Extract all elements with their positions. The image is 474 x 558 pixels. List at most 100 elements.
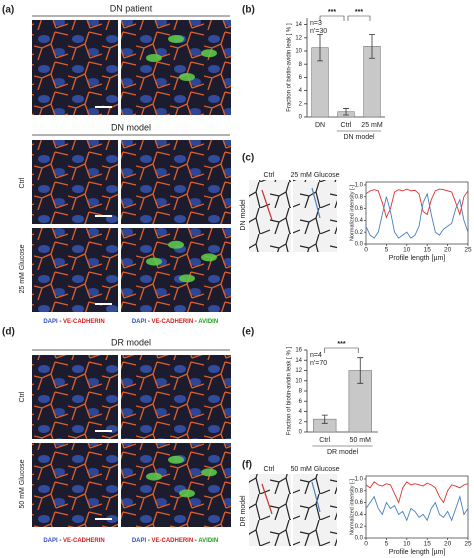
y-tick-label: 8 [299, 389, 303, 395]
stain-caption: DAPI - VE-CADHERIN - AVIDIN [132, 319, 218, 325]
y-tick-label: 0.0 [355, 536, 364, 542]
x-axis-title: Profile length [µm] [389, 255, 446, 262]
micrograph [293, 474, 337, 546]
image-label: 25 mM Glucose [290, 172, 339, 179]
panel-subtitle: DN model [111, 122, 151, 132]
micrograph [32, 20, 118, 115]
x-tick-label: 15 [424, 247, 432, 254]
avidin-signal [168, 35, 184, 43]
y-tick-label: 2 [299, 419, 303, 425]
x-tick-label: 5 [385, 541, 389, 548]
y-tick-label: 0.4 [355, 512, 364, 518]
micrograph [32, 355, 118, 439]
x-tick-label: 10 [403, 541, 411, 548]
significance-bracket [319, 15, 345, 21]
y-tick-label: 12 [295, 35, 302, 41]
y-tick-label: 10 [295, 49, 302, 55]
y-tick-label: 1.0 [355, 477, 364, 483]
micrograph [32, 228, 118, 312]
stain-caption: DAPI - VE-CADHERIN - AVIDIN [132, 538, 218, 544]
x-tick-label: 50 mM [350, 437, 372, 444]
image-label: 50 mM Glucose [290, 466, 339, 473]
avidin-signal [179, 489, 195, 498]
micrograph [249, 474, 291, 546]
y-tick-label: 0.4 [355, 218, 364, 224]
y-tick-label: 0.2 [355, 524, 364, 530]
y-axis-title: Fraction of biotin-avidin leak [ % ] [287, 23, 293, 112]
panel-label: (a) [2, 5, 14, 16]
annotation: n=4 [310, 352, 322, 359]
significance-label: *** [328, 9, 336, 16]
micrograph [121, 355, 231, 439]
group-label: DN model [343, 134, 375, 141]
x-tick-label: Ctrl [341, 122, 352, 129]
plot-frame [365, 475, 469, 539]
micrograph [121, 228, 231, 312]
y-tick-label: 10 [295, 378, 302, 384]
error-bar [343, 108, 349, 116]
stain-caption: DAPI - VE-CADHERIN [43, 319, 104, 325]
y-tick-label: 0.6 [355, 500, 364, 506]
avidin-signal [179, 274, 195, 283]
avidin-signal [146, 54, 162, 62]
y-tick-label: 0.2 [355, 230, 364, 236]
x-axis-title: Profile length [µm] [389, 549, 446, 556]
panel-label: (f) [242, 460, 252, 471]
x-tick-label: Ctrl [319, 437, 330, 444]
panel-label: (d) [2, 327, 15, 338]
significance-bracket [324, 347, 359, 353]
group-label: DR model [327, 449, 359, 456]
error-bar [321, 414, 328, 424]
micrograph [249, 180, 291, 252]
micrograph [293, 180, 337, 252]
x-tick-label: 25 mM [361, 122, 383, 129]
avidin-signal [201, 49, 217, 58]
y-tick-label: 0 [299, 430, 303, 436]
avidin-signal [168, 240, 184, 249]
avidin-signal [179, 73, 195, 81]
x-tick-label: 0 [364, 247, 368, 254]
x-tick-label: 20 [444, 541, 452, 548]
profile-line [311, 481, 321, 513]
x-tick-label: 25 [464, 541, 472, 548]
panel-label: (b) [242, 5, 255, 16]
error-bar [317, 34, 323, 62]
y-tick-label: 6 [299, 399, 303, 405]
annotation: n'=70 [310, 360, 327, 367]
annotation: n'=30 [310, 28, 327, 35]
x-tick-label: 25 [464, 247, 472, 254]
x-tick-label: 20 [444, 247, 452, 254]
profile-line [261, 483, 273, 515]
error-bar [357, 357, 364, 384]
plot-frame [365, 181, 469, 245]
y-tick-label: 16 [295, 348, 302, 354]
x-tick-label: 5 [385, 247, 389, 254]
micrograph [32, 140, 118, 224]
y-tick-label: 0.0 [355, 242, 364, 248]
y-tick-label: 4 [299, 88, 303, 94]
side-label: DN model [240, 199, 247, 231]
row-label: Ctrl [19, 177, 26, 188]
y-tick-label: 12 [295, 368, 302, 374]
y-tick-label: 0.8 [355, 488, 364, 494]
micrograph [32, 443, 118, 527]
side-label: DR model [240, 495, 247, 527]
y-tick-label: 14 [295, 22, 302, 28]
x-tick-label: 0 [364, 541, 368, 548]
profile-line [311, 187, 321, 219]
avidin-signal [146, 472, 162, 481]
annotation: n=3 [310, 20, 322, 27]
series-line [365, 188, 469, 219]
micrograph [121, 443, 231, 527]
series-line [365, 192, 469, 239]
micrograph [121, 20, 231, 115]
image-label: Ctrl [264, 466, 275, 473]
error-bar [369, 34, 375, 59]
x-tick-label: 15 [424, 541, 432, 548]
row-label: 50 mM Glucose [19, 459, 26, 508]
panel-title: DN patient [110, 3, 153, 13]
y-tick-label: 0.8 [355, 194, 364, 200]
row-label: Ctrl [19, 391, 26, 402]
series-line [365, 481, 469, 504]
